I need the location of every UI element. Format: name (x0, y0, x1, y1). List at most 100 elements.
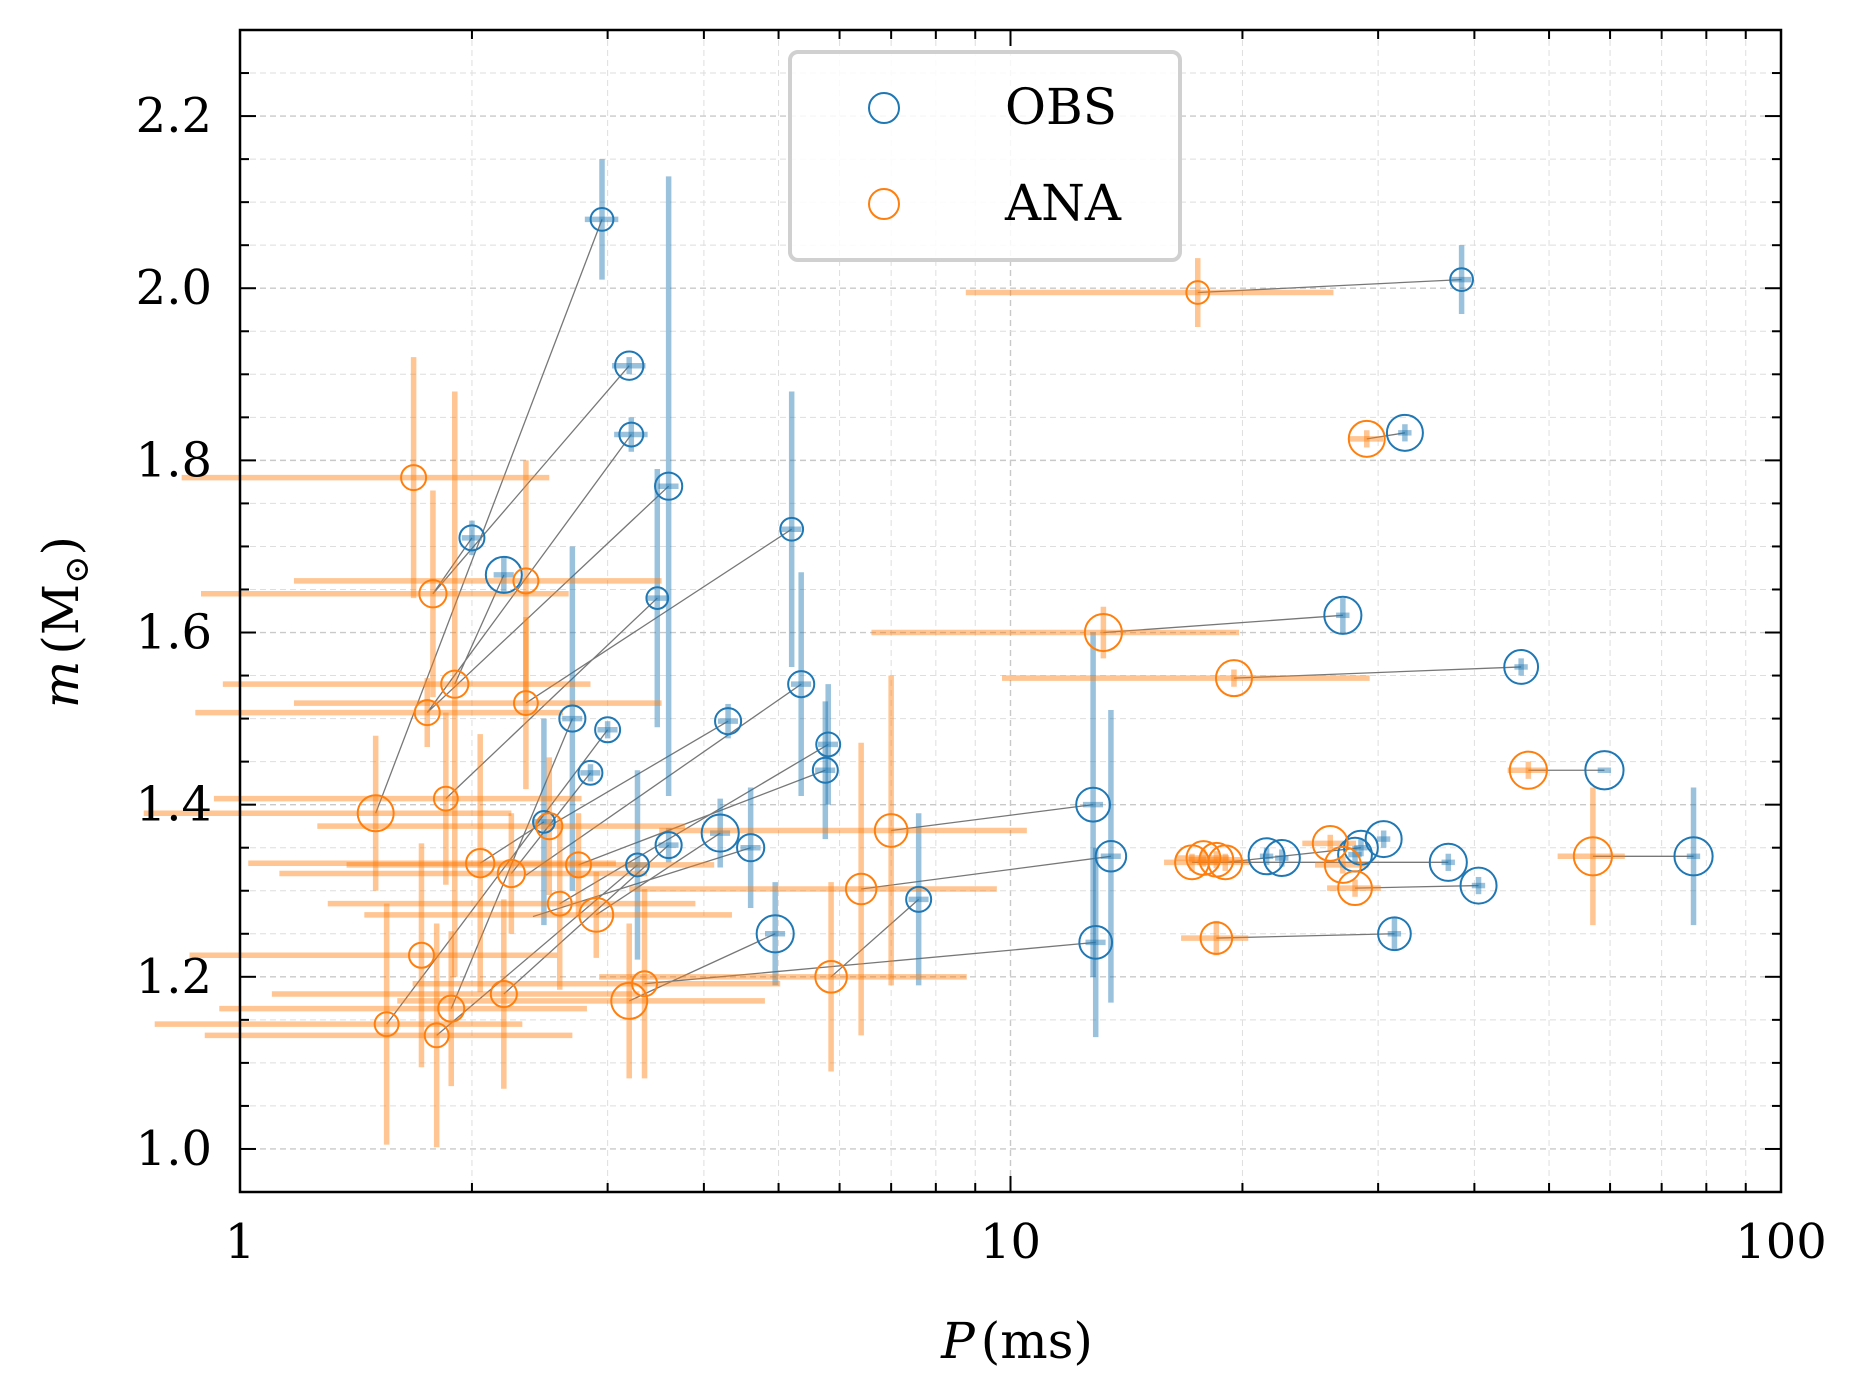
ana-marker (413, 699, 441, 727)
connector-line (445, 597, 658, 800)
y-tick-label: 2.0 (136, 260, 212, 316)
ana-marker (873, 813, 909, 848)
connector-line (510, 772, 591, 874)
connector-line (432, 537, 473, 595)
obs-marker (1428, 842, 1468, 882)
obs-marker (1673, 836, 1714, 877)
obs-marker (1323, 595, 1363, 635)
ana-marker (1311, 824, 1349, 862)
connector-line (386, 729, 609, 1025)
ana-marker (432, 785, 459, 812)
x-tick-label: 100 (1735, 1214, 1827, 1270)
y-tick-label: 1.6 (136, 605, 212, 661)
connector-line (830, 898, 920, 978)
obs-marker (558, 704, 587, 733)
obs-marker (1094, 840, 1128, 873)
connector-line (595, 832, 721, 916)
ana-marker (1214, 659, 1253, 698)
obs-marker (484, 555, 523, 594)
ana-marker (496, 858, 526, 889)
obs-marker (614, 350, 645, 381)
ana-marker (1199, 921, 1234, 955)
connector-line (559, 743, 829, 905)
obs-marker (618, 421, 645, 448)
ana-marker (1337, 870, 1373, 907)
obs-marker (755, 914, 795, 954)
obs-marker (1075, 786, 1112, 823)
obs-marker (1364, 820, 1403, 859)
ana-marker (1185, 840, 1222, 876)
connector-line (578, 769, 826, 866)
y-tick-label: 1.8 (136, 432, 212, 488)
obs-marker (589, 206, 615, 232)
obs-marker (1459, 866, 1498, 905)
ana-marker (1347, 419, 1386, 458)
connector-line (525, 683, 802, 876)
ana-marker (1323, 845, 1362, 884)
connector-line (1366, 432, 1406, 440)
connector-line (1355, 884, 1479, 889)
obs-marker (905, 885, 933, 913)
obs-marker (700, 813, 740, 853)
ana-marker (400, 464, 428, 492)
ana-marker (1185, 280, 1211, 305)
legend-obs-label: OBS (1005, 78, 1117, 136)
error-bars (143, 159, 1701, 1148)
y-axis-symbol: m (32, 661, 90, 708)
obs-marker (1262, 839, 1301, 878)
obs-marker (654, 471, 684, 501)
connector-line (1103, 614, 1343, 634)
x-axis-symbol: P (940, 1312, 976, 1370)
x-tick-label: 10 (980, 1214, 1041, 1270)
connector-line (436, 864, 638, 1036)
connector-line (644, 941, 1096, 985)
y-tick-label: 1.4 (136, 777, 212, 833)
ana-marker (814, 960, 848, 994)
ana-marker (489, 979, 518, 1009)
ana-marker (535, 812, 564, 841)
connector-line (375, 219, 603, 814)
tick-labels: 1 10 100 1.0 1.2 1.4 1.6 1.8 2.0 2.2 (136, 88, 1827, 1270)
connector-line (1197, 278, 1462, 294)
connector-line (532, 847, 751, 918)
ana-marker (512, 690, 539, 717)
plot-frame (238, 28, 1783, 1194)
connector-line (1216, 933, 1395, 939)
y-axis-label: m (M⊙) (32, 536, 97, 708)
obs-marker (577, 759, 604, 786)
ana-marker (373, 1011, 400, 1038)
legend-obs-marker-icon (868, 92, 900, 124)
data-markers (356, 206, 1714, 1049)
obs-marker (815, 731, 842, 758)
ana-marker (512, 567, 540, 595)
ana-marker (440, 669, 470, 699)
ana-marker (546, 890, 573, 917)
obs-marker (1377, 916, 1412, 952)
obs-marker (811, 756, 839, 784)
y-axis-unit: (M (32, 584, 90, 655)
connector-line (548, 720, 729, 827)
ana-marker (356, 794, 395, 833)
obs-marker (625, 852, 650, 878)
connector-line (861, 855, 1112, 890)
obs-marker (1385, 413, 1424, 452)
connector-line (503, 844, 670, 995)
ana-marker (423, 1022, 450, 1049)
ana-marker (631, 970, 659, 998)
obs-marker (645, 586, 670, 610)
ana-marker (565, 851, 593, 879)
obs-marker (1503, 649, 1540, 685)
y-tick-label: 1.0 (136, 1121, 212, 1177)
obs-marker (654, 831, 683, 860)
legend-box (788, 50, 1182, 262)
connector-line (1233, 666, 1522, 679)
ana-marker (407, 941, 435, 969)
obs-marker (532, 810, 556, 834)
obs-marker (1247, 837, 1286, 876)
ana-marker (844, 872, 878, 906)
legend-ana-label: ANA (1004, 174, 1122, 232)
connector-lines (375, 219, 1694, 1036)
connector-line (426, 485, 670, 714)
obs-marker (787, 670, 816, 699)
